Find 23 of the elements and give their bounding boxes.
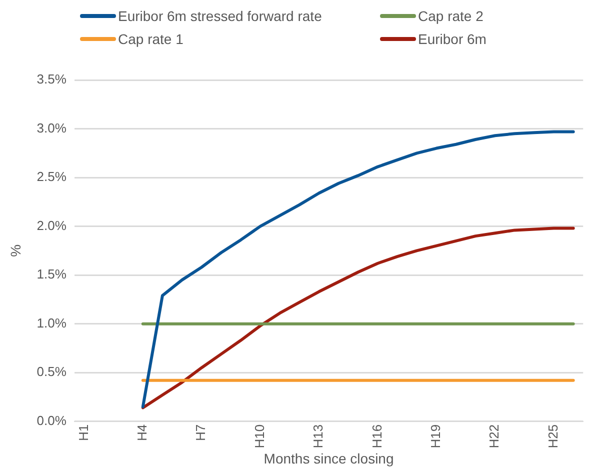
y-tick-label: 0.0% [36,412,67,428]
y-tick-label: 0.5% [36,364,67,380]
y-tick-label: 1.0% [36,315,67,330]
y-tick-label: 3.5% [36,72,67,87]
legend-label: Cap rate 1 [118,31,184,47]
y-tick-label: 3.0% [36,120,67,136]
x-tick-label: H7 [193,424,208,441]
x-tick-label: H22 [486,424,502,448]
y-tick-label: 2.0% [36,218,67,233]
x-tick-label: H4 [134,424,150,441]
y-tick-label: 2.5% [36,169,67,184]
x-tick-label: H10 [252,424,267,448]
x-tick-label: H13 [310,424,326,448]
x-tick-label: H19 [428,424,443,448]
legend-label: Euribor 6m stressed forward rate [118,8,322,24]
x-tick-label: H1 [76,424,91,441]
legend-label: Cap rate 2 [418,8,484,24]
x-axis-title: Months since closing [264,450,394,466]
legend-label: Euribor 6m [418,31,486,47]
y-tick-label: 1.5% [36,266,67,282]
y-axis-title: % [7,244,24,257]
x-tick-label: H16 [369,424,384,448]
x-tick-label: H25 [545,424,560,448]
